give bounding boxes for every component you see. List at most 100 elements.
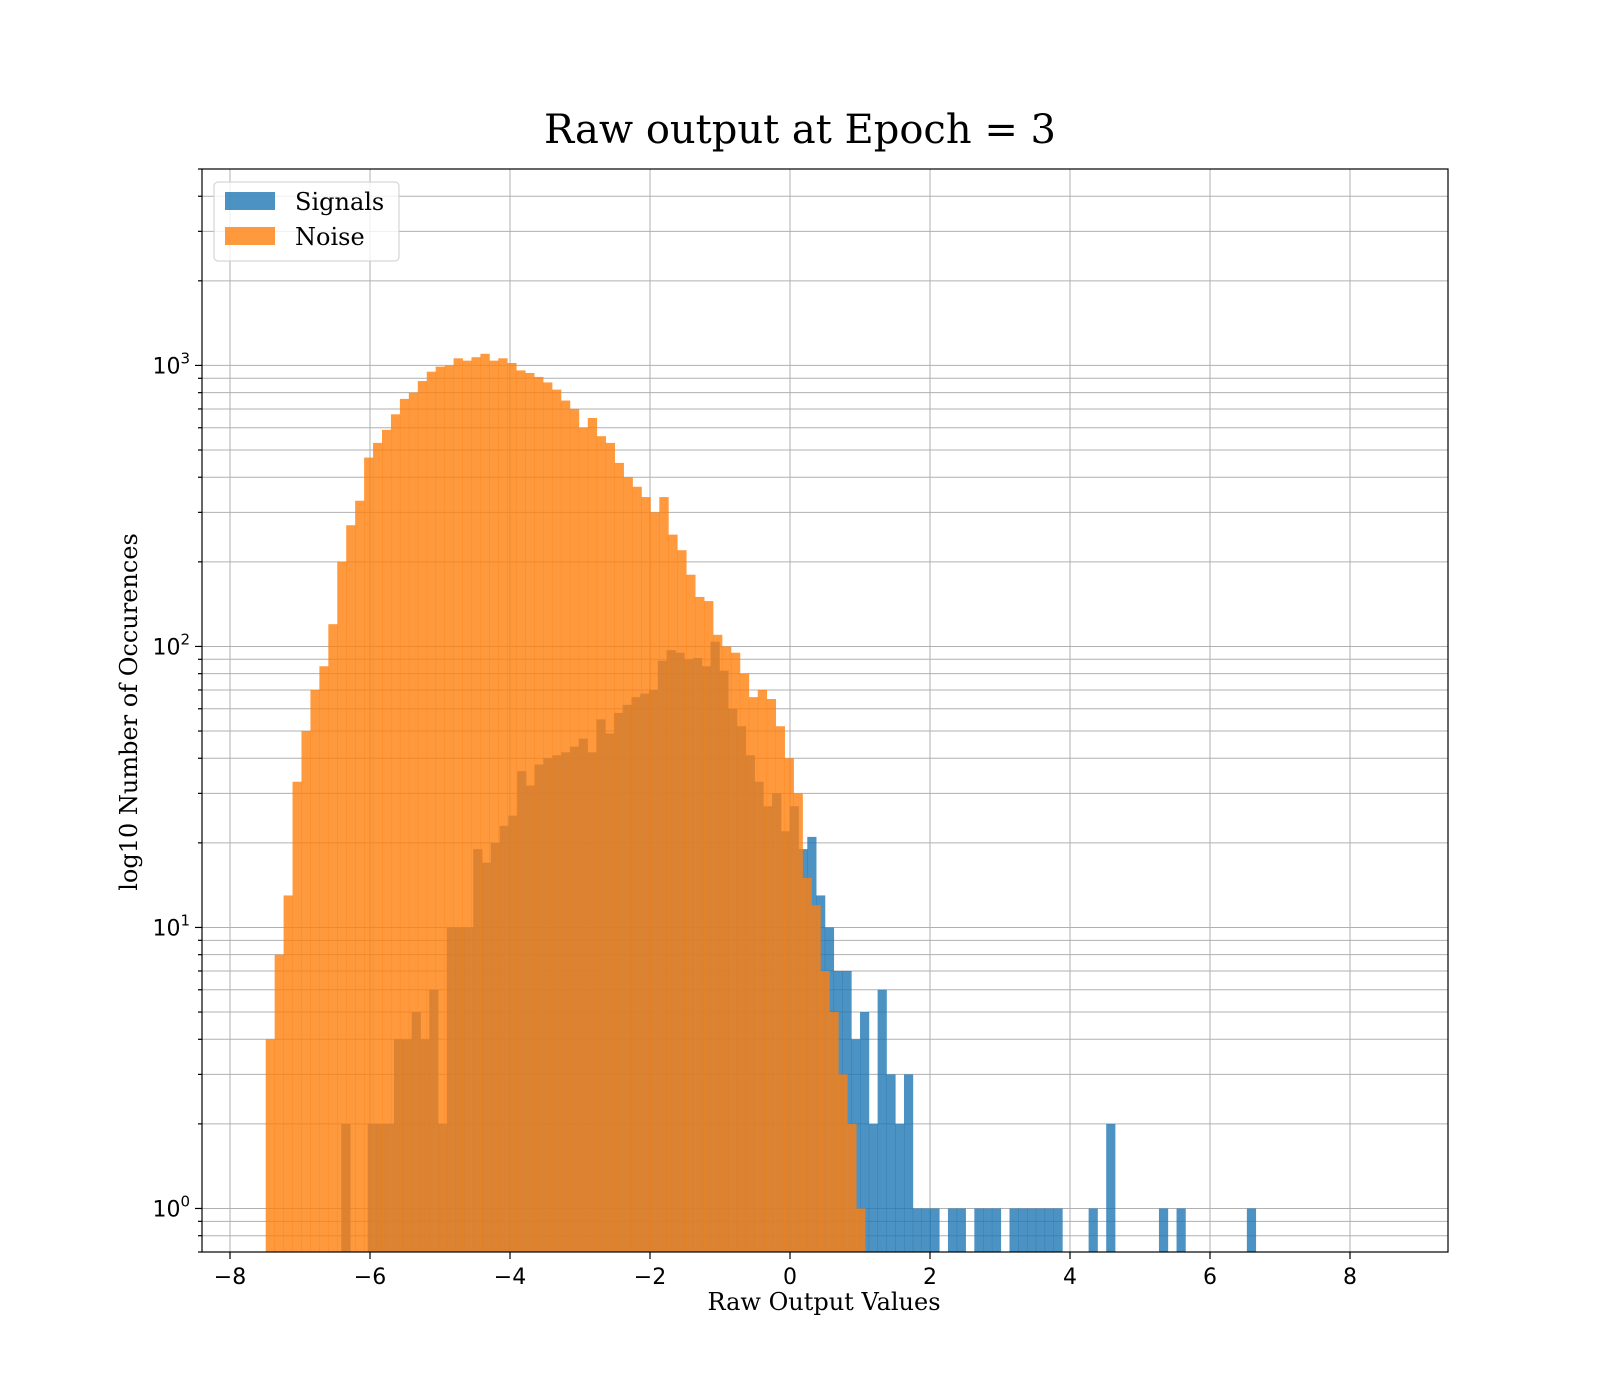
histogram-bar — [373, 442, 383, 1252]
histogram-bar — [1106, 1123, 1116, 1252]
histogram-bar — [856, 1208, 866, 1252]
histogram-bar — [793, 793, 803, 1252]
histogram-bar — [668, 534, 678, 1252]
y-tick-base: 10 — [152, 916, 180, 941]
histogram-bar — [444, 365, 454, 1252]
x-tick-label: −8 — [214, 1265, 246, 1290]
histogram-bar — [947, 1208, 958, 1252]
legend-swatch-signals — [225, 192, 275, 210]
histogram-bar — [543, 382, 553, 1253]
histogram-bar — [930, 1208, 940, 1252]
histogram-bar — [1246, 1208, 1257, 1252]
histogram-bar — [569, 408, 580, 1252]
histogram-bar — [283, 895, 293, 1252]
histogram-bar — [895, 1123, 905, 1252]
histogram-bar — [704, 601, 714, 1252]
x-tick-label: 4 — [1063, 1265, 1077, 1290]
histogram-bar — [659, 497, 669, 1253]
histogram-bar — [435, 366, 446, 1252]
histogram-bar — [310, 689, 320, 1252]
histogram-bar — [766, 699, 777, 1252]
x-tick-label: 6 — [1203, 1265, 1217, 1290]
histogram-bar — [641, 497, 651, 1253]
histogram-bar — [364, 457, 374, 1252]
histogram-bar — [390, 414, 401, 1252]
y-tick-base: 10 — [152, 635, 180, 660]
histogram-bar — [525, 372, 535, 1252]
histogram-bar — [328, 624, 338, 1252]
histogram-bar — [1088, 1208, 1098, 1252]
histogram-bar — [426, 371, 437, 1252]
histogram-bar — [346, 525, 356, 1252]
histogram-bar — [695, 596, 705, 1252]
x-axis: −8 −6 −4 −2 0 2 4 6 8 — [214, 1252, 1357, 1290]
histogram-bar — [1027, 1208, 1037, 1252]
histogram-bar — [974, 1208, 984, 1252]
y-tick-exponent: 2 — [180, 630, 190, 648]
y-tick-exponent: 3 — [180, 349, 190, 367]
histogram-bar — [1053, 1208, 1063, 1252]
histogram-bar — [534, 376, 544, 1252]
histogram-bar — [802, 877, 812, 1252]
histogram-bar — [399, 398, 410, 1252]
y-tick-label: 103 — [152, 349, 190, 379]
histogram-bar — [337, 561, 347, 1252]
histogram-bar — [578, 427, 589, 1252]
histogram-bar — [811, 905, 821, 1252]
chart-title: Raw output at Epoch = 3 — [544, 107, 1056, 153]
histogram-bar — [784, 758, 794, 1252]
histogram-bar — [921, 1208, 931, 1252]
histogram-bar — [983, 1208, 993, 1252]
x-tick-label: 2 — [923, 1265, 937, 1290]
histogram-bar — [829, 1012, 839, 1252]
histogram-bar — [1035, 1208, 1046, 1252]
histogram-bar — [713, 634, 723, 1252]
histogram-bar — [498, 358, 508, 1253]
legend-label-signals: Signals — [295, 188, 384, 216]
histogram-bar — [956, 1208, 966, 1252]
histogram-bar — [265, 1039, 276, 1252]
histogram-bar — [292, 781, 302, 1252]
y-tick-exponent: 0 — [180, 1192, 190, 1210]
histogram-bar — [355, 500, 365, 1252]
histogram-bar — [650, 512, 660, 1252]
histogram-bar — [775, 726, 785, 1252]
plot-frame — [201, 168, 1449, 1253]
histogram-bar — [471, 357, 481, 1252]
histogram-bar — [560, 400, 571, 1252]
histogram-bar — [1176, 1208, 1186, 1252]
histogram-bar — [677, 550, 687, 1252]
histogram-bar — [417, 381, 428, 1252]
x-tick-label: 8 — [1343, 1265, 1357, 1290]
y-tick-label: 100 — [152, 1192, 190, 1222]
histogram-bar — [686, 574, 696, 1252]
histogram-bar — [381, 429, 392, 1253]
histogram-bar — [507, 363, 517, 1253]
histogram-bar — [860, 1012, 870, 1252]
histogram-bar — [820, 970, 830, 1252]
histogram-bar — [1018, 1208, 1028, 1252]
histogram-bar — [730, 652, 741, 1252]
y-tick-exponent: 1 — [180, 911, 190, 929]
histogram-bar — [721, 646, 732, 1252]
y-tick-label: 101 — [152, 911, 190, 941]
series-noise — [265, 353, 866, 1253]
histogram-bar — [877, 989, 887, 1252]
plot-area — [201, 168, 1449, 1253]
bars — [265, 353, 1257, 1253]
x-tick-label: −4 — [494, 1265, 526, 1290]
histogram-bar — [1009, 1208, 1019, 1252]
histogram-bar — [596, 436, 607, 1252]
legend: Signals Noise — [213, 181, 400, 262]
x-tick-label: −2 — [634, 1265, 666, 1290]
histogram-bar — [301, 731, 311, 1252]
histogram-bar — [868, 1123, 879, 1252]
histogram-bar — [991, 1208, 1002, 1252]
histogram-bar — [319, 666, 329, 1252]
histogram-bar — [757, 689, 768, 1252]
histogram-bar — [903, 1074, 914, 1252]
y-tick-base: 10 — [152, 354, 180, 379]
x-tick-label: 0 — [783, 1265, 797, 1290]
